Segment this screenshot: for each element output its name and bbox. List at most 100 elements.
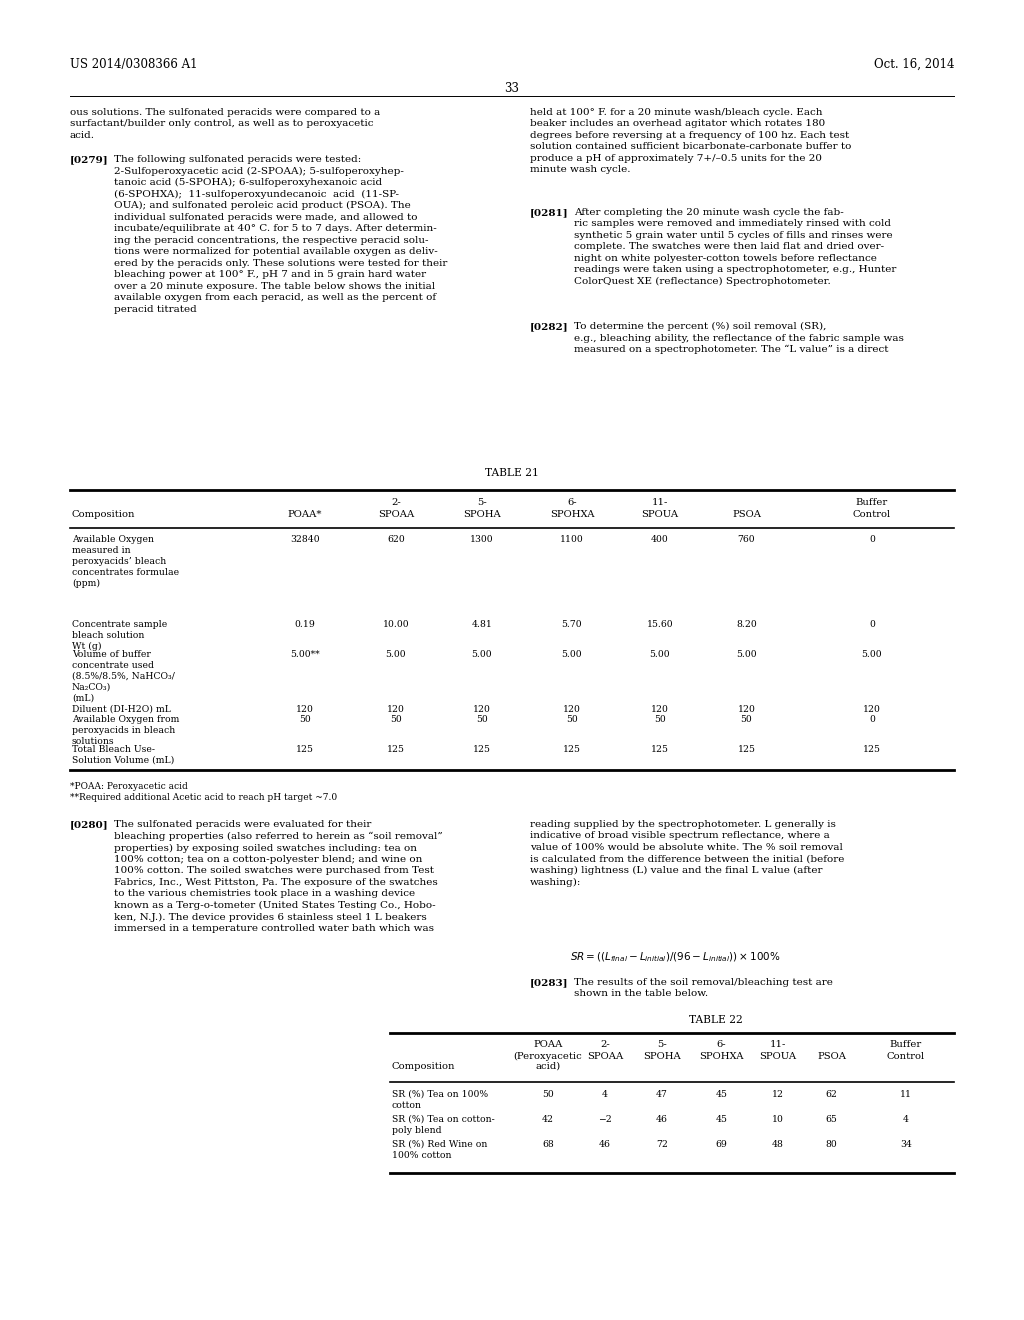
Text: acid): acid) <box>536 1063 560 1071</box>
Text: The sulfonated peracids were evaluated for their
bleaching properties (also refe: The sulfonated peracids were evaluated f… <box>114 820 442 933</box>
Text: 125: 125 <box>863 744 881 754</box>
Text: The results of the soil removal/bleaching test are
shown in the table below.: The results of the soil removal/bleachin… <box>574 978 833 998</box>
Text: 69: 69 <box>716 1140 727 1148</box>
Text: 12: 12 <box>772 1090 784 1100</box>
Text: 120: 120 <box>296 705 314 714</box>
Text: 42: 42 <box>542 1115 554 1125</box>
Text: SPOHXA: SPOHXA <box>699 1052 743 1061</box>
Text: Buffer: Buffer <box>890 1040 923 1049</box>
Text: 5-: 5- <box>477 498 486 507</box>
Text: *POAA: Peroxyacetic acid: *POAA: Peroxyacetic acid <box>70 781 187 791</box>
Text: 15.60: 15.60 <box>647 620 674 630</box>
Text: TABLE 21: TABLE 21 <box>485 469 539 478</box>
Text: TABLE 22: TABLE 22 <box>689 1015 742 1026</box>
Text: Total Bleach Use-
Solution Volume (mL): Total Bleach Use- Solution Volume (mL) <box>72 744 174 766</box>
Text: [0279]: [0279] <box>70 154 109 164</box>
Text: The following sulfonated peracids were tested:
2-Sulfoperoxyacetic acid (2-SPOAA: The following sulfonated peracids were t… <box>114 154 447 314</box>
Text: Buffer: Buffer <box>856 498 888 507</box>
Text: SR (%) Tea on 100%
cotton: SR (%) Tea on 100% cotton <box>392 1090 488 1110</box>
Text: 0: 0 <box>869 620 874 630</box>
Text: 10.00: 10.00 <box>383 620 410 630</box>
Text: 5.00: 5.00 <box>649 649 671 659</box>
Text: [0282]: [0282] <box>530 322 568 331</box>
Text: 125: 125 <box>387 744 404 754</box>
Text: SR (%) Tea on cotton-
poly blend: SR (%) Tea on cotton- poly blend <box>392 1115 495 1135</box>
Text: 72: 72 <box>656 1140 668 1148</box>
Text: SR (%) Red Wine on
100% cotton: SR (%) Red Wine on 100% cotton <box>392 1140 487 1160</box>
Text: 6-: 6- <box>717 1040 726 1049</box>
Text: Control: Control <box>853 510 891 519</box>
Text: 8.20: 8.20 <box>736 620 757 630</box>
Text: 11: 11 <box>900 1090 912 1100</box>
Text: Concentrate sample
bleach solution
Wt (g): Concentrate sample bleach solution Wt (g… <box>72 620 167 651</box>
Text: 50: 50 <box>390 715 401 723</box>
Text: 5.70: 5.70 <box>562 620 583 630</box>
Text: SPOUA: SPOUA <box>760 1052 797 1061</box>
Text: 5.00: 5.00 <box>386 649 407 659</box>
Text: 0.19: 0.19 <box>295 620 315 630</box>
Text: 5.00: 5.00 <box>562 649 583 659</box>
Text: 5.00: 5.00 <box>736 649 757 659</box>
Text: Available Oxygen
measured in
peroxyacids’ bleach
concentrates formulae
(ppm): Available Oxygen measured in peroxyacids… <box>72 535 179 587</box>
Text: 45: 45 <box>716 1090 727 1100</box>
Text: [0283]: [0283] <box>530 978 568 987</box>
Text: 760: 760 <box>737 535 756 544</box>
Text: 80: 80 <box>825 1140 838 1148</box>
Text: 11-: 11- <box>770 1040 786 1049</box>
Text: 1100: 1100 <box>560 535 584 544</box>
Text: 5-: 5- <box>657 1040 667 1049</box>
Text: Control: Control <box>887 1052 925 1061</box>
Text: 120: 120 <box>737 705 756 714</box>
Text: 5.00**: 5.00** <box>290 649 319 659</box>
Text: Composition: Composition <box>72 510 135 519</box>
Text: 10: 10 <box>772 1115 784 1125</box>
Text: 50: 50 <box>654 715 666 723</box>
Text: 4.81: 4.81 <box>472 620 493 630</box>
Text: 120: 120 <box>863 705 881 714</box>
Text: 50: 50 <box>476 715 487 723</box>
Text: 50: 50 <box>542 1090 554 1100</box>
Text: 50: 50 <box>740 715 753 723</box>
Text: held at 100° F. for a 20 minute wash/bleach cycle. Each
beaker includes an overh: held at 100° F. for a 20 minute wash/ble… <box>530 108 851 174</box>
Text: ous solutions. The sulfonated peracids were compared to a
surfactant/builder onl: ous solutions. The sulfonated peracids w… <box>70 108 380 140</box>
Text: POAA*: POAA* <box>288 510 323 519</box>
Text: SPOHXA: SPOHXA <box>550 510 594 519</box>
Text: 11-: 11- <box>652 498 669 507</box>
Text: **Required additional Acetic acid to reach pH target ~7.0: **Required additional Acetic acid to rea… <box>70 793 337 803</box>
Text: 6-: 6- <box>567 498 577 507</box>
Text: 45: 45 <box>716 1115 727 1125</box>
Text: 68: 68 <box>542 1140 554 1148</box>
Text: 5.00: 5.00 <box>861 649 883 659</box>
Text: Composition: Composition <box>392 1063 456 1071</box>
Text: 32840: 32840 <box>290 535 319 544</box>
Text: 4: 4 <box>903 1115 909 1125</box>
Text: Available Oxygen from
peroxyacids in bleach
solutions: Available Oxygen from peroxyacids in ble… <box>72 715 179 746</box>
Text: To determine the percent (%) soil removal (SR),
e.g., bleaching ability, the ref: To determine the percent (%) soil remova… <box>574 322 904 355</box>
Text: US 2014/0308366 A1: US 2014/0308366 A1 <box>70 58 198 71</box>
Text: 400: 400 <box>651 535 669 544</box>
Text: 620: 620 <box>387 535 404 544</box>
Text: 125: 125 <box>473 744 490 754</box>
Text: 62: 62 <box>825 1090 838 1100</box>
Text: SPOAA: SPOAA <box>378 510 414 519</box>
Text: Oct. 16, 2014: Oct. 16, 2014 <box>873 58 954 71</box>
Text: SPOAA: SPOAA <box>587 1052 624 1061</box>
Text: [0281]: [0281] <box>530 209 568 216</box>
Text: $SR=((L_{final}-L_{initial})/(96-L_{initial}))\times100\%$: $SR=((L_{final}-L_{initial})/(96-L_{init… <box>570 950 780 964</box>
Text: SPOHA: SPOHA <box>463 510 501 519</box>
Text: 125: 125 <box>296 744 314 754</box>
Text: Volume of buffer
concentrate used
(8.5%/8.5%, NaHCO₃/
Na₂CO₃)
(mL): Volume of buffer concentrate used (8.5%/… <box>72 649 175 702</box>
Text: 1300: 1300 <box>470 535 494 544</box>
Text: 33: 33 <box>505 82 519 95</box>
Text: 48: 48 <box>772 1140 784 1148</box>
Text: (Peroxyacetic: (Peroxyacetic <box>514 1052 583 1061</box>
Text: 4: 4 <box>602 1090 608 1100</box>
Text: After completing the 20 minute wash cycle the fab-
ric samples were removed and : After completing the 20 minute wash cycl… <box>574 209 896 286</box>
Text: 2-: 2- <box>391 498 400 507</box>
Text: 50: 50 <box>566 715 578 723</box>
Text: 47: 47 <box>656 1090 668 1100</box>
Text: 0: 0 <box>869 715 874 723</box>
Text: SPOUA: SPOUA <box>641 510 679 519</box>
Text: Diluent (DI-H2O) mL: Diluent (DI-H2O) mL <box>72 705 171 714</box>
Text: reading supplied by the spectrophotometer. L generally is
indicative of broad vi: reading supplied by the spectrophotomete… <box>530 820 845 887</box>
